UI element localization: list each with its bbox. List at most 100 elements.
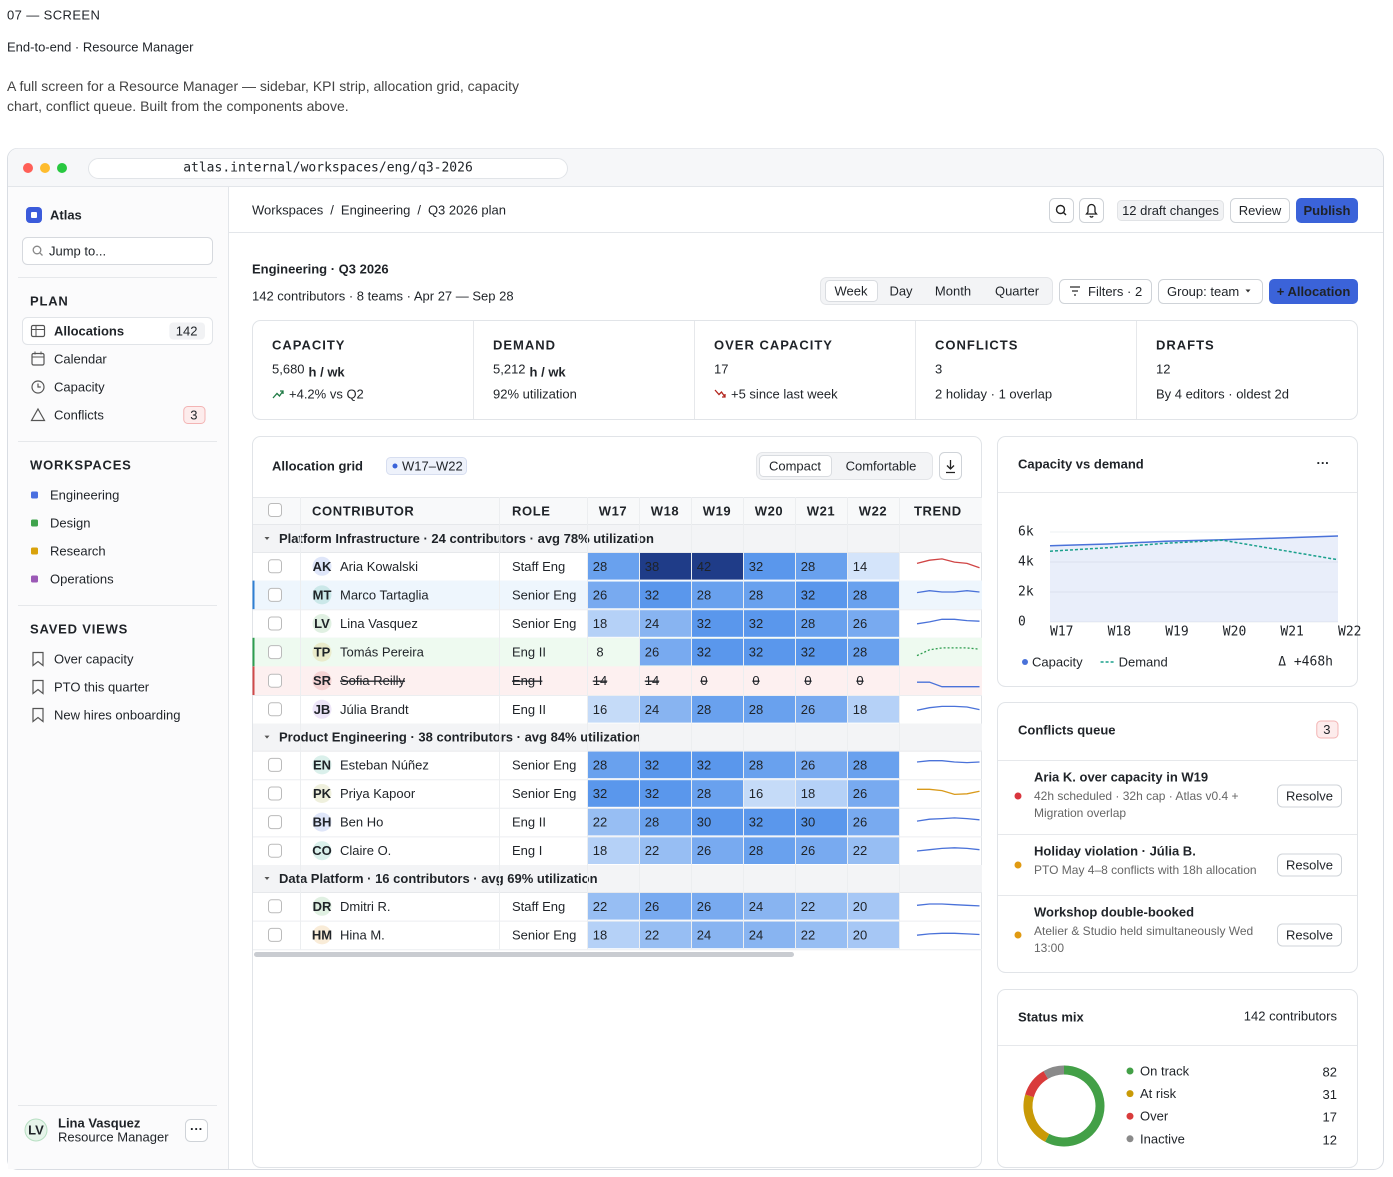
row-select[interactable]	[268, 899, 282, 914]
row-select[interactable]	[268, 616, 282, 631]
group-button[interactable]	[1158, 279, 1263, 304]
allocation-cell	[796, 610, 847, 637]
contributor-name: Claire O.	[340, 843, 391, 858]
kpi-unit: h / wk	[309, 365, 346, 380]
workspace-swatch	[31, 575, 38, 583]
range-badge	[386, 457, 467, 475]
allocation-value: 24	[697, 927, 711, 942]
allocation-cell	[640, 921, 691, 949]
resolve-button[interactable]	[1277, 784, 1342, 808]
row-select[interactable]	[268, 757, 282, 772]
avatar	[312, 556, 332, 576]
contributor-name: Hina M.	[340, 927, 385, 942]
allocation-value: 22	[801, 927, 815, 942]
resolve-button[interactable]	[1277, 923, 1342, 947]
nav-item[interactable]	[22, 317, 213, 345]
nav-item[interactable]	[23, 374, 213, 401]
row-select[interactable]	[268, 927, 282, 942]
allocation-value: 28	[697, 702, 711, 717]
allocation-cell	[588, 610, 639, 637]
conflict-detail: 42h scheduled · 32h cap · Atlas v0.4 + M…	[1034, 788, 1239, 820]
filters-button[interactable]	[1059, 279, 1152, 304]
breadcrumb-separator: /	[417, 203, 421, 218]
search[interactable]	[22, 237, 213, 265]
donut-segment	[1023, 1094, 1050, 1142]
user-name: Lina Vasquez	[58, 1116, 141, 1131]
legend-label: Demand	[1119, 655, 1168, 670]
column-header: W18	[651, 504, 680, 519]
nav-label: Calendar	[54, 352, 107, 367]
chart-menu[interactable]: ···	[1317, 456, 1330, 471]
column-header: W21	[807, 504, 836, 519]
density-option[interactable]	[759, 455, 832, 477]
row-select[interactable]	[268, 843, 282, 858]
contributor-name: Tomás Pereira	[340, 645, 425, 660]
contributor-name: Ben Ho	[340, 815, 383, 830]
row-select[interactable]	[268, 673, 282, 688]
user-menu[interactable]	[185, 1119, 208, 1142]
x-tick-label: W20	[1223, 625, 1246, 640]
row-select[interactable]	[268, 645, 282, 660]
y-tick-label: 2k	[1018, 585, 1034, 600]
x-tick-label: W19	[1165, 625, 1188, 640]
notifications-button[interactable]	[1079, 198, 1104, 223]
group-row	[253, 865, 982, 892]
allocation-cell	[848, 893, 899, 920]
allocation-cell	[640, 581, 691, 609]
allocation-cell	[744, 808, 795, 836]
row-select[interactable]	[268, 587, 282, 602]
select-all[interactable]	[268, 503, 282, 517]
allocation-cell	[692, 837, 743, 864]
view-tab-label: Month	[935, 284, 971, 299]
row-select[interactable]	[268, 786, 282, 801]
row-select[interactable]	[268, 702, 282, 717]
group-label: Platform Infrastructure · 24 contributor…	[279, 531, 654, 546]
conflict-title: Workshop double-booked	[1034, 905, 1194, 920]
row-select[interactable]	[268, 559, 282, 574]
workspace-swatch	[31, 519, 38, 527]
section-title: PLAN	[30, 294, 69, 309]
allocation-value: 0	[804, 673, 811, 688]
allocation-value: 28	[749, 757, 763, 772]
kpi-label: OVER CAPACITY	[714, 338, 833, 353]
allocation-value: 32	[801, 645, 815, 660]
avatar	[312, 755, 332, 775]
contributor-role: Senior Eng	[512, 927, 576, 942]
kpi-value: 5,212	[493, 362, 526, 377]
icon	[30, 407, 46, 422]
row-select[interactable]	[268, 815, 282, 830]
view-tab-label: Week	[835, 284, 868, 299]
avatar-initials: TP	[314, 645, 331, 660]
contributor-name: Priya Kapoor	[340, 786, 416, 801]
add-allocation-button[interactable]	[1269, 279, 1358, 304]
avatar	[312, 784, 332, 803]
allocation-value: 26	[801, 843, 815, 858]
nav-item[interactable]	[23, 346, 213, 373]
trend-sparkline	[916, 618, 980, 625]
allocation-value: 28	[697, 786, 711, 801]
publish-button[interactable]	[1296, 198, 1358, 223]
avatar	[312, 812, 332, 832]
avatar-initials: CO	[312, 843, 332, 858]
search-button[interactable]	[1049, 198, 1074, 223]
allocation-value: 32	[645, 786, 659, 801]
allocation-value: 14	[853, 559, 867, 574]
contributor-role: Eng II	[512, 702, 546, 717]
window-dot	[57, 163, 67, 173]
resolve-button[interactable]	[1277, 853, 1342, 877]
allocation-value: 26	[801, 702, 815, 717]
allocation-value: 26	[853, 616, 867, 631]
contributor-name: Esteban Núñez	[340, 757, 429, 772]
row-state-edge	[252, 580, 255, 610]
drafts-badge[interactable]	[1117, 200, 1224, 221]
horizontal-scrollbar[interactable]	[254, 952, 794, 957]
kpi-note: 2 holiday · 1 overlap	[935, 387, 1052, 402]
kpi-note: By 4 editors · oldest 2d	[1156, 387, 1289, 402]
allocation-cell	[640, 893, 691, 920]
allocation-value: 28	[593, 757, 607, 772]
view-tab[interactable]	[825, 280, 878, 302]
trend-sparkline	[916, 647, 980, 657]
allocation-cell	[692, 610, 743, 637]
review-button[interactable]	[1230, 198, 1290, 223]
contributor-role: Senior Eng	[512, 786, 576, 801]
